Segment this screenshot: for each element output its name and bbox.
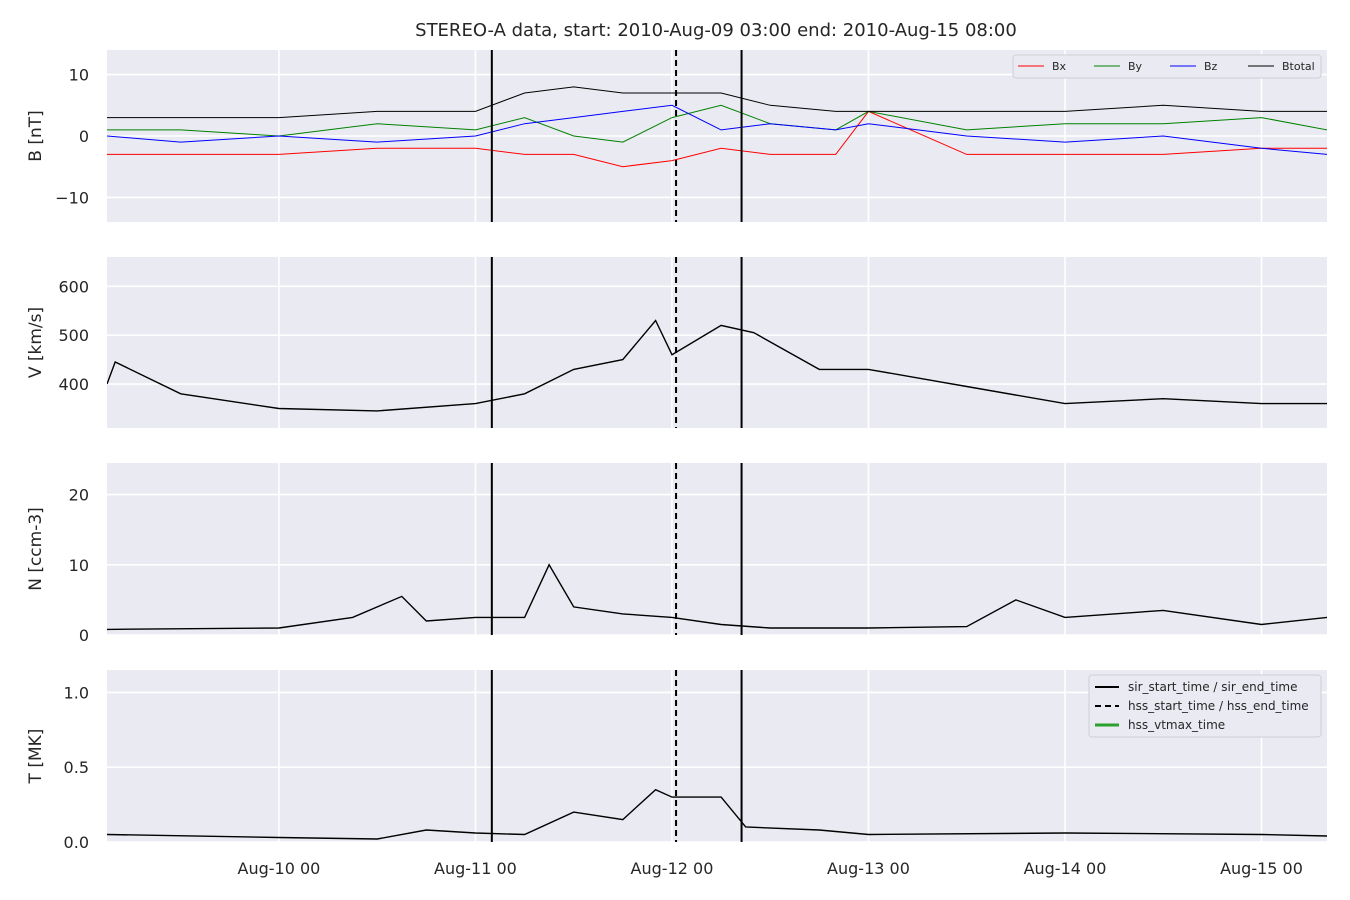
series-line-panel-3	[107, 563, 1327, 631]
y-tick-label: 10	[69, 66, 89, 85]
panel-4: 0.0 0.5 1.0 T [MK] sir_start_time / sir_end_…	[26, 670, 1327, 852]
y-axis-label: B [nT]	[26, 110, 46, 162]
y-tick-label: 0.0	[64, 833, 89, 852]
x-tick-label: Aug-11 00	[434, 859, 517, 878]
legend-label: hss_start_time / hss_end_time	[1128, 699, 1309, 713]
chart-title: STEREO-A data, start: 2010-Aug-09 03:00 …	[415, 20, 1017, 41]
legend-label: sir_start_time / sir_end_time	[1128, 680, 1298, 694]
series-line-btotal	[107, 86, 1327, 119]
panel-background	[107, 257, 1327, 428]
y-tick-label: 500	[58, 326, 89, 345]
y-axis-label: T [MK]	[26, 729, 46, 785]
legend-label: hss_vtmax_time	[1128, 718, 1225, 732]
t-legend: sir_start_time / sir_end_time hss_start_t…	[1088, 674, 1322, 738]
y-tick-label: 10	[69, 556, 89, 575]
panels-group: 10 0 −10 B [nT] Bx By Bz Btotal 400 500 600 V [km/s…	[26, 50, 1327, 878]
x-tick-label: Aug-15 00	[1220, 859, 1303, 878]
x-tick-label: Aug-10 00	[238, 859, 321, 878]
y-axis-label: V [km/s]	[26, 307, 46, 378]
panel-1: 10 0 −10 B [nT] Bx By Bz Btotal	[26, 50, 1327, 222]
b-legend: Bx By Bz Btotal	[1012, 54, 1322, 79]
series-line-panel-4	[107, 788, 1327, 840]
x-tick-label: Aug-13 00	[827, 859, 910, 878]
legend-frame	[1012, 54, 1322, 79]
panel-background	[107, 463, 1327, 635]
y-tick-label: 600	[58, 277, 89, 296]
legend-label: By	[1128, 60, 1143, 73]
y-tick-label: 400	[58, 375, 89, 394]
legend-label: Bz	[1204, 60, 1218, 73]
series-line-panel-2	[107, 319, 1327, 412]
y-tick-label: 1.0	[64, 683, 89, 702]
y-tick-label: 0	[79, 626, 89, 645]
legend-label: Bx	[1052, 60, 1067, 73]
x-tick-label: Aug-14 00	[1024, 859, 1107, 878]
series-line-bz	[107, 104, 1327, 155]
y-tick-label: 20	[69, 486, 89, 505]
series-line-by	[107, 104, 1327, 143]
legend-frame	[1088, 674, 1322, 738]
y-tick-label: −10	[55, 188, 89, 207]
series-line-bx	[107, 110, 1327, 168]
legend-label: Btotal	[1282, 60, 1315, 73]
y-tick-label: 0.5	[64, 758, 89, 777]
panel-3: 0 10 20 N [ccm-3]	[26, 463, 1327, 645]
x-tick-label: Aug-12 00	[631, 859, 714, 878]
y-axis-label: N [ccm-3]	[26, 507, 46, 591]
y-tick-label: 0	[79, 127, 89, 146]
panel-2: 400 500 600 V [km/s]	[26, 257, 1327, 428]
